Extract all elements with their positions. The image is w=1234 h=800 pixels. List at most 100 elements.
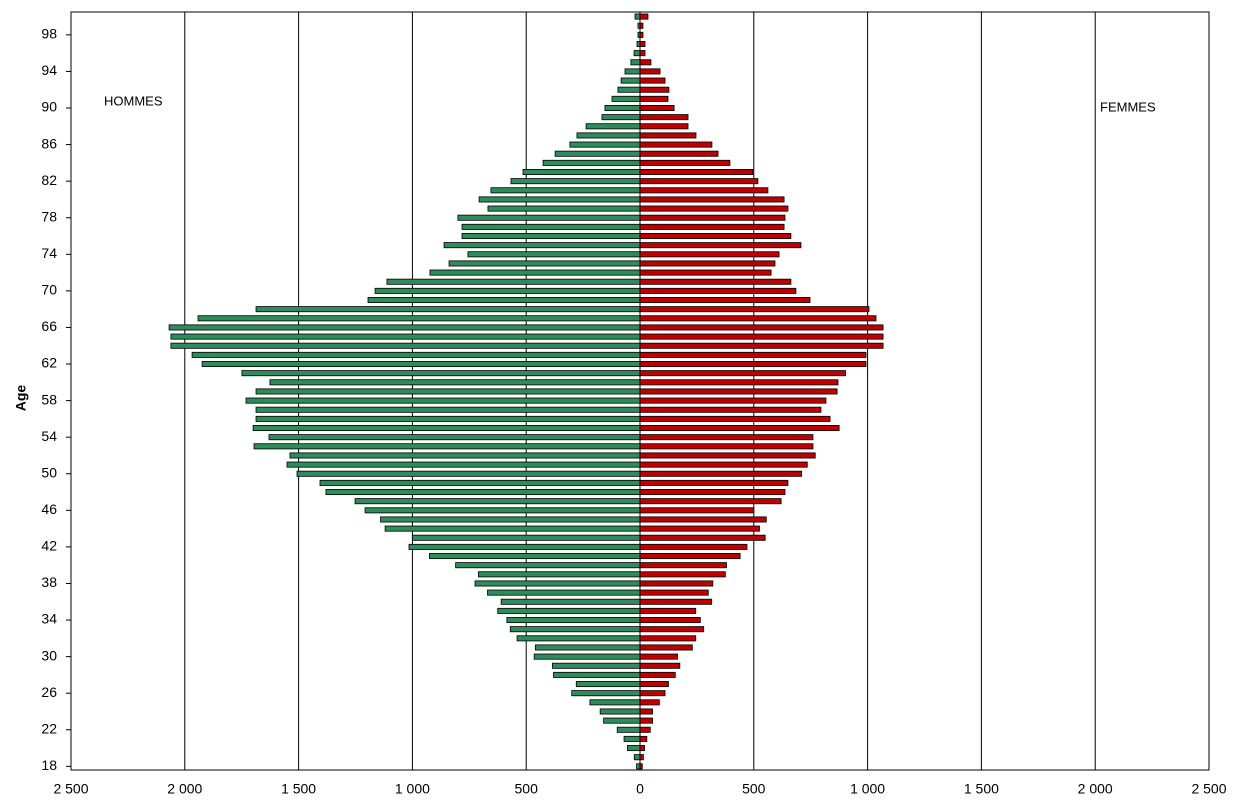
bar	[429, 269, 641, 276]
bar	[617, 86, 641, 93]
bar	[478, 571, 641, 578]
bar	[553, 671, 641, 678]
y-axis-label: Age	[13, 385, 29, 412]
bar	[639, 196, 785, 203]
bar	[639, 553, 741, 560]
bar	[639, 479, 789, 486]
bar	[639, 297, 811, 304]
bar	[639, 543, 748, 550]
bar	[455, 562, 641, 569]
bar	[636, 763, 641, 770]
bar	[633, 754, 641, 761]
bar	[639, 571, 726, 578]
bar	[367, 297, 641, 304]
bar	[639, 169, 754, 176]
bar	[201, 361, 641, 368]
x-tick-label: 0	[636, 781, 644, 797]
y-tick-label: 58	[41, 391, 57, 407]
bar	[386, 278, 641, 285]
bar	[639, 717, 653, 724]
bar	[639, 141, 713, 148]
bar	[639, 242, 802, 249]
bar	[255, 388, 641, 395]
bar	[639, 699, 660, 706]
bar	[639, 251, 780, 258]
bar	[639, 690, 666, 697]
bar	[478, 196, 641, 203]
y-tick-label: 22	[41, 720, 57, 736]
y-tick-label: 18	[41, 757, 57, 773]
right-label: FEMMES	[1100, 99, 1156, 114]
bar	[639, 461, 808, 468]
bar	[639, 498, 782, 505]
bar	[585, 123, 641, 130]
bar	[639, 41, 646, 48]
bar	[639, 735, 648, 742]
y-tick-label: 98	[41, 26, 57, 42]
bar	[616, 726, 641, 733]
y-tick-label: 26	[41, 684, 57, 700]
bar	[639, 105, 675, 112]
bar	[241, 370, 641, 377]
bar	[364, 507, 641, 514]
bar	[639, 763, 643, 770]
bar	[569, 141, 641, 148]
bar	[408, 543, 641, 550]
bar	[639, 315, 877, 322]
bar	[589, 699, 641, 706]
x-tick-label: 2 500	[1191, 781, 1226, 797]
x-tick-label: 500	[515, 781, 539, 797]
y-tick-label: 66	[41, 318, 57, 334]
y-tick-label: 78	[41, 208, 57, 224]
bar	[611, 95, 641, 102]
x-tick-label: 1 000	[395, 781, 430, 797]
bar	[255, 406, 641, 413]
bar	[245, 397, 641, 404]
bar	[639, 653, 678, 660]
bar	[639, 489, 786, 496]
bar	[639, 662, 681, 669]
bar	[554, 150, 641, 157]
x-tick-label: 1 000	[850, 781, 885, 797]
bar	[639, 22, 644, 29]
bar	[522, 169, 641, 176]
bar	[639, 580, 714, 587]
left-label: HOMMES	[104, 93, 163, 108]
bar	[639, 361, 867, 368]
bar	[639, 443, 814, 450]
y-tick-label: 38	[41, 574, 57, 590]
bar	[639, 681, 669, 688]
bar	[639, 671, 676, 678]
x-tick-label: 1 500	[281, 781, 316, 797]
y-tick-label: 70	[41, 282, 57, 298]
bar	[639, 470, 802, 477]
bar	[509, 626, 641, 633]
bar	[639, 114, 689, 121]
bar	[191, 351, 641, 358]
bar	[448, 260, 641, 267]
bar	[639, 269, 772, 276]
y-tick-label: 46	[41, 501, 57, 517]
bar	[636, 41, 641, 48]
bar	[639, 434, 814, 441]
y-tick-label: 50	[41, 464, 57, 480]
bar	[255, 306, 641, 313]
bar	[639, 31, 644, 38]
bar	[639, 370, 846, 377]
bar	[639, 745, 645, 752]
bar	[170, 342, 641, 349]
bar	[253, 443, 641, 450]
bar	[576, 132, 641, 139]
bar	[457, 214, 641, 221]
bar	[639, 397, 827, 404]
x-tick-label: 2 500	[53, 781, 88, 797]
bar	[639, 214, 786, 221]
bar	[639, 534, 766, 541]
bar	[639, 607, 697, 614]
bar	[411, 534, 641, 541]
y-tick-label: 62	[41, 355, 57, 371]
bar	[639, 278, 792, 285]
y-tick-label: 54	[41, 428, 57, 444]
bar	[639, 617, 701, 624]
bar	[534, 644, 641, 651]
